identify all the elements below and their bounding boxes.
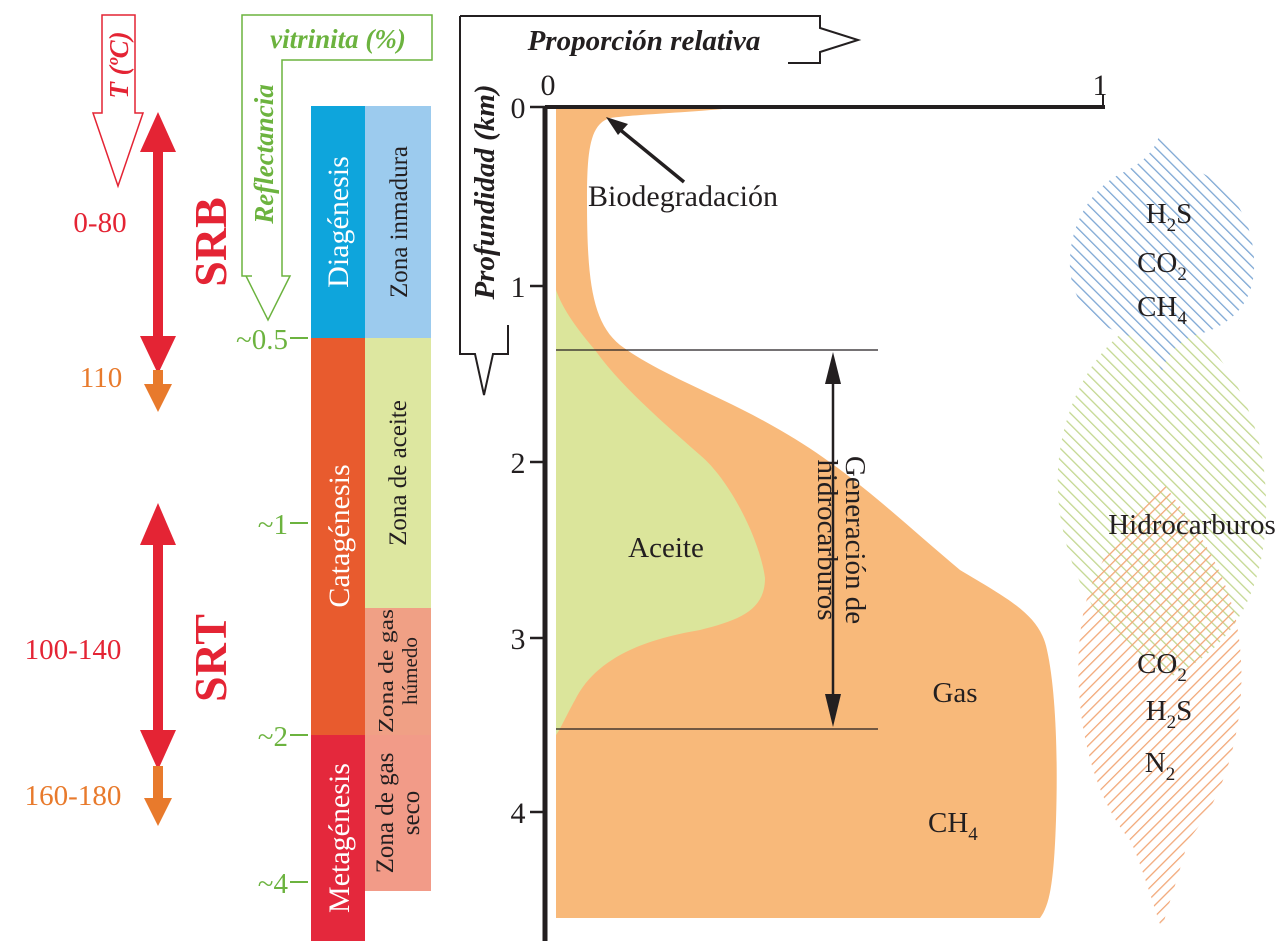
metagenesis-block: [311, 735, 365, 941]
hydrocarbons-label: Hidrocarburos: [1108, 509, 1276, 541]
vitrinite-tick-2: ~2: [258, 721, 288, 753]
diagenesis-label: Diagénesis: [322, 156, 355, 288]
y-axis-title-arrow: [459, 16, 509, 396]
vitrinite-axis-title-side: Reflectancia: [249, 84, 279, 224]
bottom-blob-line-2: H2S: [1146, 695, 1193, 733]
h2s-top-sub: 2: [1167, 215, 1177, 236]
methane-sub: 4: [968, 824, 978, 845]
n2-bottom-base: N: [1145, 747, 1166, 779]
srt-range-arrow: [140, 503, 176, 826]
catagenesis-block: [311, 338, 365, 735]
dry-gas-zone-line-1: Zona de gas: [372, 753, 399, 874]
wet-gas-zone-line-2: húmedo: [398, 637, 422, 705]
biodegradation-label: Biodegradación: [588, 180, 778, 213]
oil-zone-block: [365, 338, 431, 608]
generation-label-line-1: Generación de: [839, 456, 871, 624]
h2s-bottom-rest: S: [1176, 695, 1192, 727]
dry-gas-zone-label: Zona de gas seco: [372, 753, 425, 874]
wet-gas-zone-block: [365, 608, 431, 735]
srt-label: SRT: [185, 614, 236, 702]
immature-zone-block: [365, 106, 431, 338]
x-axis-title-arrow: [460, 15, 862, 64]
srb-label: SRB: [185, 197, 236, 286]
bottom-blob-line-1: CO2: [1137, 648, 1187, 686]
generation-range-arrow: [825, 352, 841, 727]
temp-label-0-80: 0-80: [73, 207, 126, 239]
temp-label-110: 110: [80, 362, 122, 394]
dry-gas-zone-line-2: seco: [398, 791, 425, 835]
x-tick-1: 1: [1093, 69, 1108, 102]
dry-gas-zone-block: [365, 735, 431, 891]
oil-region: [556, 290, 765, 735]
y-axis-title: Profundidad (km): [469, 84, 501, 300]
y-tick-2: 2: [511, 447, 526, 480]
vitrinite-tick-0-5: ~0.5: [236, 324, 288, 356]
methane-label: CH4: [928, 807, 978, 845]
top-blob-line-2: CO2: [1137, 247, 1187, 285]
h2s-top-rest: S: [1176, 198, 1192, 230]
h2s-top-base: H: [1146, 198, 1167, 230]
catagenesis-label: Catagénesis: [323, 464, 356, 607]
y-tick-1: 1: [511, 271, 526, 304]
wet-gas-zone-label: Zona de gas húmedo: [374, 609, 422, 733]
generation-label-line-2: hidrocarburos: [811, 459, 843, 620]
co2-top-base: CO: [1137, 247, 1177, 279]
y-tick-3: 3: [511, 623, 526, 656]
oil-zone-label: Zona de aceite: [385, 400, 412, 546]
metagenesis-label: Metagénesis: [323, 763, 356, 913]
gas-label: Gas: [932, 677, 977, 709]
generation-label: Generación de hidrocarburos: [811, 456, 871, 624]
temp-label-160-180: 160-180: [25, 780, 122, 812]
immature-zone-label: Zona inmadura: [386, 146, 413, 298]
x-tick-0: 0: [541, 69, 556, 102]
vitrinite-ticks: [290, 337, 308, 883]
n2-bottom-sub: 2: [1166, 764, 1176, 785]
srb-range-arrow: [140, 112, 176, 412]
bottom-blob-line-3: N2: [1145, 747, 1175, 785]
co2-bottom-base: CO: [1137, 648, 1177, 680]
ch4-top-sub: 4: [1177, 308, 1187, 329]
co2-top-sub: 2: [1177, 264, 1187, 285]
diagenesis-block: [311, 106, 365, 338]
y-axis-ticks: [530, 105, 545, 814]
biodegradation-pointer: [606, 117, 686, 184]
wet-gas-zone-line-1: Zona de gas: [374, 609, 398, 733]
x-axis-title: Proporción relativa: [527, 25, 761, 57]
gas-region: [556, 107, 1057, 918]
oil-label: Aceite: [628, 532, 704, 564]
top-blob-line-3: CH4: [1137, 291, 1187, 329]
y-tick-0: 0: [511, 92, 526, 125]
vitrinite-tick-4: ~4: [258, 868, 289, 900]
top-blob-line-1: H2S: [1146, 198, 1193, 236]
temperature-axis-title: T (ºC): [104, 31, 134, 98]
temperature-axis-arrow: [91, 14, 145, 189]
vitrinite-tick-1: ~1: [258, 509, 288, 541]
ch4-top-base: CH: [1137, 291, 1177, 323]
co2-bottom-sub: 2: [1177, 665, 1187, 686]
vitrinite-axis-title-top: vitrinita (%): [270, 24, 406, 54]
h2s-bottom-base: H: [1146, 695, 1167, 727]
vitrinite-axis-arrow: [241, 14, 433, 322]
h2s-bottom-sub: 2: [1167, 712, 1177, 733]
inorganic-gas-blob-top: [1069, 132, 1255, 372]
inorganic-gas-blob-bottom: [1078, 483, 1242, 930]
temp-label-100-140: 100-140: [25, 634, 122, 666]
methane-base: CH: [928, 807, 968, 839]
y-tick-4: 4: [511, 797, 526, 830]
